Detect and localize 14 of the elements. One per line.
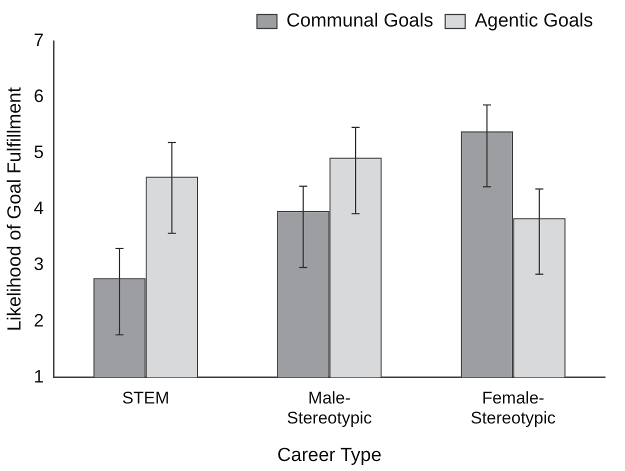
y-tick-label: 6 <box>34 86 44 106</box>
y-tick-label: 3 <box>34 254 44 274</box>
legend-label: Agentic Goals <box>474 10 594 32</box>
y-axis-title: Likelihood of Goal Fulfillment <box>4 86 26 332</box>
y-tick-label: 4 <box>34 198 44 218</box>
legend-label: Communal Goals <box>286 10 434 32</box>
y-tick-label: 5 <box>34 142 44 162</box>
x-tick-label: STEM <box>122 388 170 408</box>
y-tick-label: 7 <box>34 30 44 50</box>
x-tick-label: Male-Stereotypic <box>286 388 372 428</box>
x-axis-title: Career Type <box>277 444 382 466</box>
y-tick-label: 1 <box>34 366 44 386</box>
y-tick-label: 2 <box>34 310 44 330</box>
x-tick-label: Female-Stereotypic <box>470 388 556 428</box>
